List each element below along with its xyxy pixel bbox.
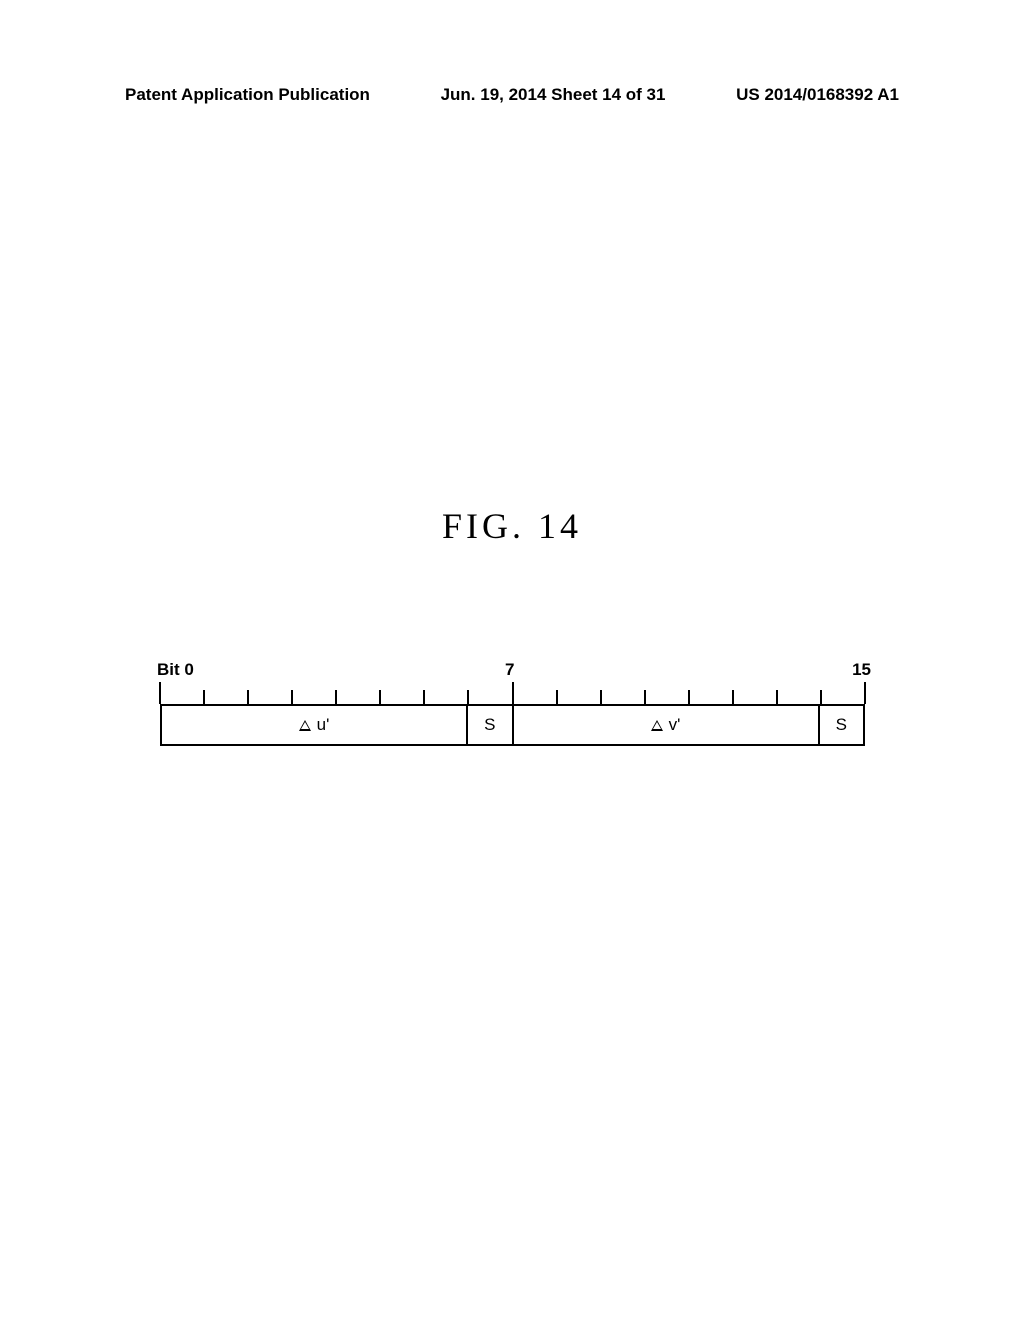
field-label: u' [317,715,330,735]
field-cell: S [468,706,513,744]
delta-icon [299,720,311,731]
publication-number: US 2014/0168392 A1 [736,85,899,105]
tick [379,690,381,704]
sheet-info: Jun. 19, 2014 Sheet 14 of 31 [441,85,666,105]
bit-label-row: Bit 0 7 15 [160,660,865,682]
tick-row [160,682,865,704]
delta-icon [651,720,663,731]
bit-diagram: Bit 0 7 15 u' S v' S [160,660,865,746]
tick [688,690,690,704]
figure-title: FIG. 14 [0,505,1024,547]
field-cell: u' [162,706,468,744]
publication-type: Patent Application Publication [125,85,370,105]
tick [600,690,602,704]
tick [291,690,293,704]
field-row: u' S v' S [160,704,865,746]
page-header: Patent Application Publication Jun. 19, … [0,85,1024,105]
tick [335,690,337,704]
tick [732,690,734,704]
field-label: v' [669,715,681,735]
tick [423,690,425,704]
tick [159,682,161,704]
field-cell: S [820,706,863,744]
bit-label-end: 15 [852,660,871,680]
field-cell: v' [514,706,820,744]
bit-label-mid: 7 [505,660,514,680]
tick [467,690,469,704]
tick [247,690,249,704]
bit-label-start: Bit 0 [157,660,194,680]
tick [820,690,822,704]
tick [864,682,866,704]
tick [203,690,205,704]
tick [776,690,778,704]
tick [556,690,558,704]
tick [644,690,646,704]
tick [512,682,514,704]
